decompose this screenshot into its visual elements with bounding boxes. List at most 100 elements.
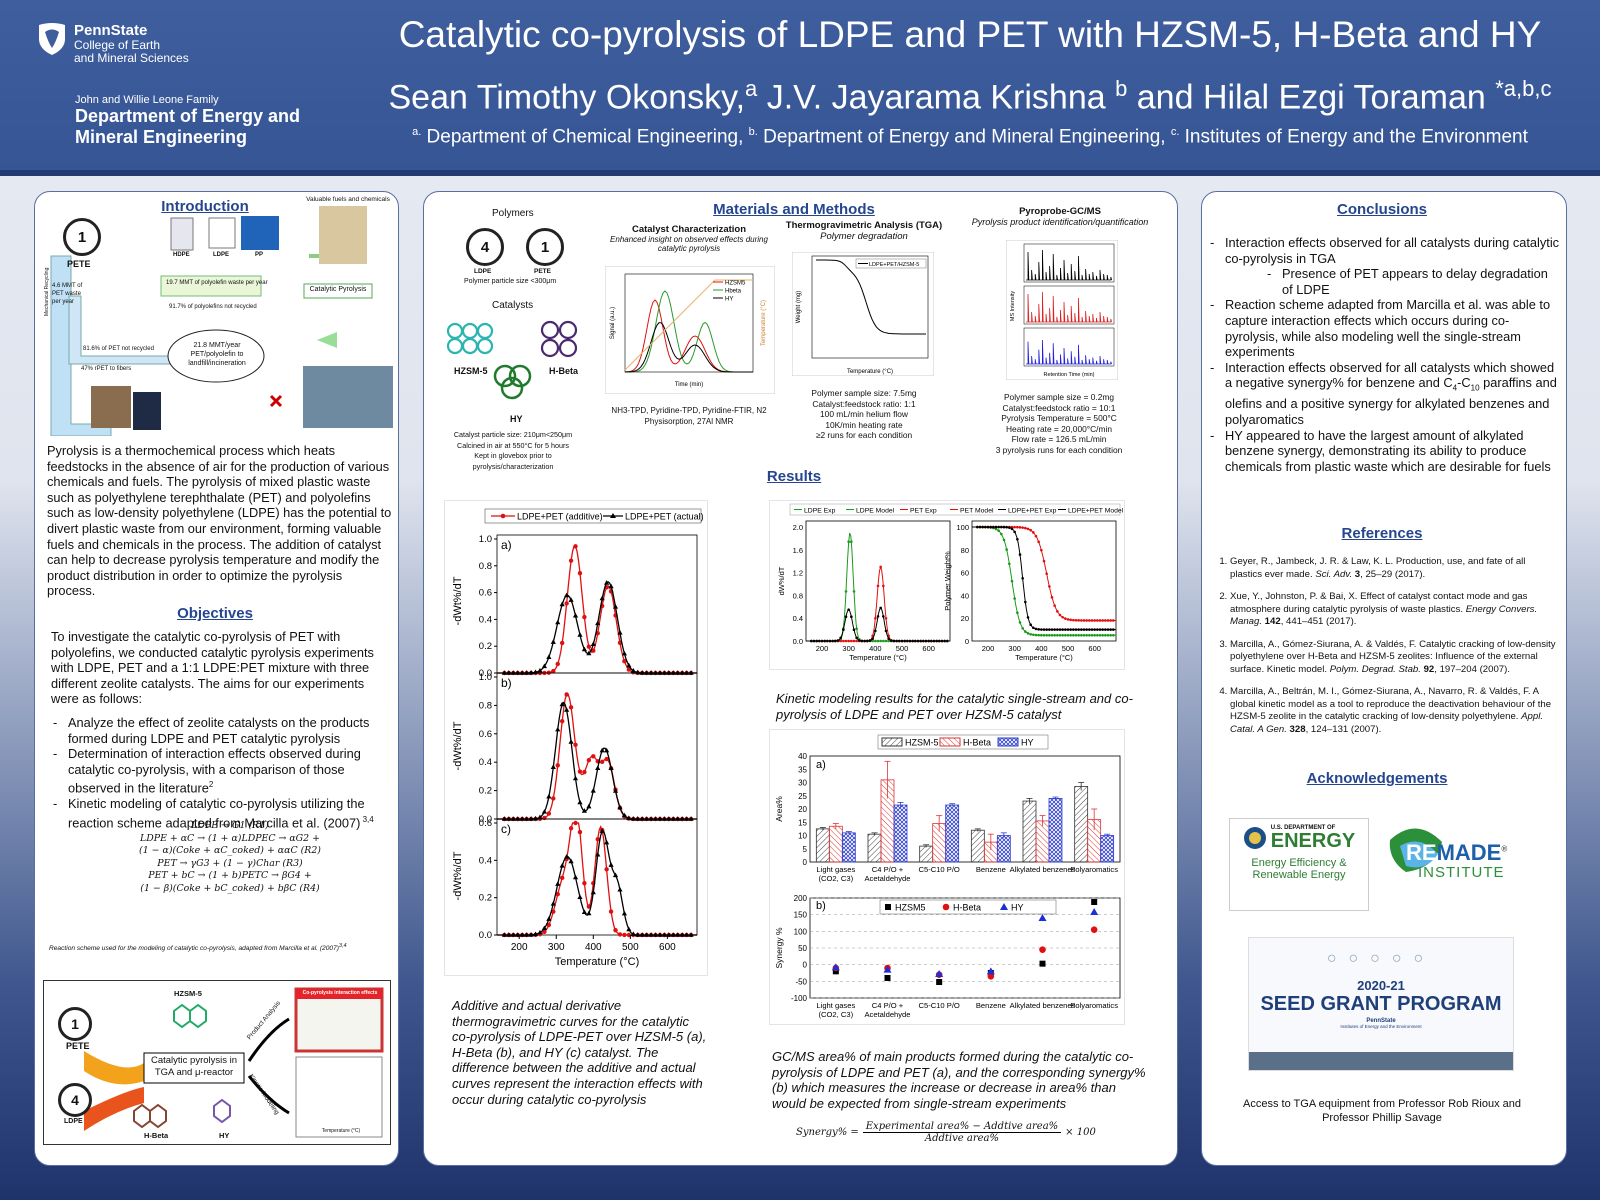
dtg-marker-actual-c — [635, 932, 641, 937]
kin-dwdt-marker-0 — [882, 639, 885, 643]
kin-weight-marker-0 — [1090, 634, 1094, 637]
ref-4-c: , 124–131 (2007). — [1305, 723, 1382, 735]
gcms-chromatogram: Retention Time (min) MS Intensity — [1006, 240, 1118, 380]
dtg-marker-additive-c — [608, 909, 614, 914]
bar-legend-1: H-Beta — [963, 738, 991, 748]
dtg-legend-actual-marker — [610, 513, 616, 518]
dtg-ytick-label-b: 0.8 — [479, 700, 492, 711]
cc-bg — [605, 266, 775, 394]
kin-legend-2: PET Exp — [910, 508, 937, 515]
dtg-xtick-label: 500 — [622, 942, 639, 953]
dtg-marker-additive-b — [604, 756, 609, 762]
kin-weight-marker-2 — [1045, 628, 1048, 631]
reaction-r1: LDPE → G1 (R1) — [191, 820, 269, 831]
kin-weight-marker-1 — [1040, 548, 1043, 552]
syn-den: Addtive area% — [924, 1133, 1000, 1144]
remade-made: MADE — [1436, 840, 1502, 865]
dtg-marker-actual-b — [541, 809, 548, 814]
ref-3-vol: 92 — [1420, 663, 1435, 675]
kin-dwdt-marker-2 — [868, 639, 872, 643]
bar-legend-swatch-2 — [997, 737, 1019, 747]
gc-trace-2 — [1026, 339, 1112, 365]
dtg-marker-additive-b — [546, 811, 552, 816]
dtg-marker-actual-a — [564, 592, 570, 598]
kin-dwdt-marker-2 — [812, 639, 816, 643]
kin-dwdt-marker-2 — [892, 639, 896, 643]
kin-weight-curve-2 — [972, 526, 1116, 631]
dtg-marker-actual-c — [684, 932, 690, 937]
dtg-marker-actual-a — [541, 663, 548, 669]
kin-weight-marker-0 — [1093, 634, 1096, 637]
kin-dwdt-marker-0 — [844, 590, 848, 593]
kin-weight-marker-0 — [1077, 634, 1080, 637]
dtg-marker-actual-b — [524, 816, 530, 821]
tga-legend: LDPE+PET/HZSM-5 — [869, 262, 919, 268]
dtg-marker-actual-b — [612, 788, 619, 793]
bar-ytick-label: 40 — [798, 752, 807, 761]
gc-note-4: Heating rate = 20,000°C/min — [1005, 423, 1112, 434]
bar-xtick-label-0: Light gases — [816, 865, 855, 874]
dept-line2: Mineral Engineering — [75, 127, 248, 147]
polyolefin-waste-label: 19.7 MMT of polyolefin waste per year — [166, 280, 268, 286]
dtg-marker-actual-b — [555, 726, 561, 732]
kin-weight-marker-2 — [1016, 537, 1019, 541]
affil-b: Department of Energy and Mineral Enginee… — [757, 126, 1171, 148]
dtg-marker-actual-a — [537, 667, 543, 673]
bar-2-4 — [1048, 798, 1063, 863]
dtg-marker-actual-c — [661, 932, 668, 937]
kin-weight-marker-0 — [1010, 579, 1014, 583]
kin-weight-marker-2 — [1104, 628, 1107, 631]
dtg-marker-actual-a — [626, 662, 632, 668]
cat-note-1: Catalyst particle size: 210μm<250μm — [453, 430, 573, 439]
remade-institute: INSTITUTE — [1418, 864, 1505, 881]
kin-weight-marker-1 — [1098, 619, 1102, 622]
dtg-marker-actual-c — [550, 900, 556, 906]
dtg-marker-actual-b — [617, 804, 623, 810]
kin-weight-marker-0 — [1056, 633, 1059, 637]
kin-ytick-label-1: 0 — [965, 637, 969, 646]
syn-legend-marker-2 — [1000, 903, 1008, 910]
conclusions-heading: Conclusions — [1336, 201, 1427, 218]
bar-legend-swatch-0 — [881, 737, 903, 747]
kin-dwdt-marker-2 — [855, 636, 858, 640]
gc-sub: Pyrolysis product identification/quantif… — [971, 217, 1149, 227]
kin-weight-marker-0 — [1112, 634, 1115, 637]
kin-dwdt-marker-2 — [831, 639, 834, 643]
syn-point-0-5 — [1091, 899, 1098, 905]
kin-dwdt-marker-2 — [940, 639, 944, 643]
graphical-abstract-art — [84, 987, 384, 1138]
ref-3-c: , 197–204 (2007). — [1434, 663, 1510, 675]
kin-dwdt-marker-2 — [927, 639, 930, 643]
tga-xlabel: Temperature (°C) — [847, 369, 893, 375]
bar-ytick-label: 25 — [798, 792, 807, 801]
conclusion-2: Reaction scheme adapted from Marcilla et… — [1208, 297, 1560, 359]
psu-line2: and Mineral Sciences — [74, 51, 189, 65]
pete-recycle-icon: 1 — [63, 218, 101, 256]
introduction-heading: Introduction — [161, 198, 249, 215]
kin-xtick-label-0: 300 — [842, 644, 855, 653]
gc-notes: Polymer sample size = 0.2mg Catalyst:feed… — [984, 392, 1134, 455]
dtg-ylabel-a: -dWt%/dT — [452, 576, 464, 625]
kin-weight-marker-1 — [1072, 618, 1075, 622]
dtg-marker-additive-a — [573, 544, 578, 549]
kin-weight-marker-2 — [986, 525, 990, 529]
dtg-marker-actual-b — [559, 701, 565, 707]
kin-dwdt-marker-2 — [828, 639, 832, 643]
kin-xtick-label-0: 200 — [816, 644, 829, 653]
kin-xtick-label-1: 300 — [1008, 644, 1021, 653]
syn-xtick-label2-0: (CO2, C3) — [819, 1010, 854, 1019]
kin-weight-marker-2 — [1029, 623, 1032, 627]
dtg-marker-actual-c — [648, 932, 654, 937]
kin-weight-marker-1 — [1021, 526, 1024, 529]
bar-legend-0: HZSM-5 — [905, 738, 939, 748]
ldpe-label: LDPE — [474, 268, 492, 275]
kin-dwdt-marker-2 — [935, 639, 938, 643]
syn-point-2-3 — [986, 967, 995, 975]
dtg-marker-actual-b — [652, 816, 659, 821]
dtg-marker-actual-c — [657, 932, 663, 937]
kin-xtick-label-0: 400 — [869, 644, 882, 653]
kin-weight-marker-2 — [1069, 628, 1072, 631]
dtg-marker-actual-b — [595, 765, 601, 770]
dtg-marker-actual-b — [679, 816, 685, 821]
dtg-marker-actual-b — [670, 816, 676, 821]
